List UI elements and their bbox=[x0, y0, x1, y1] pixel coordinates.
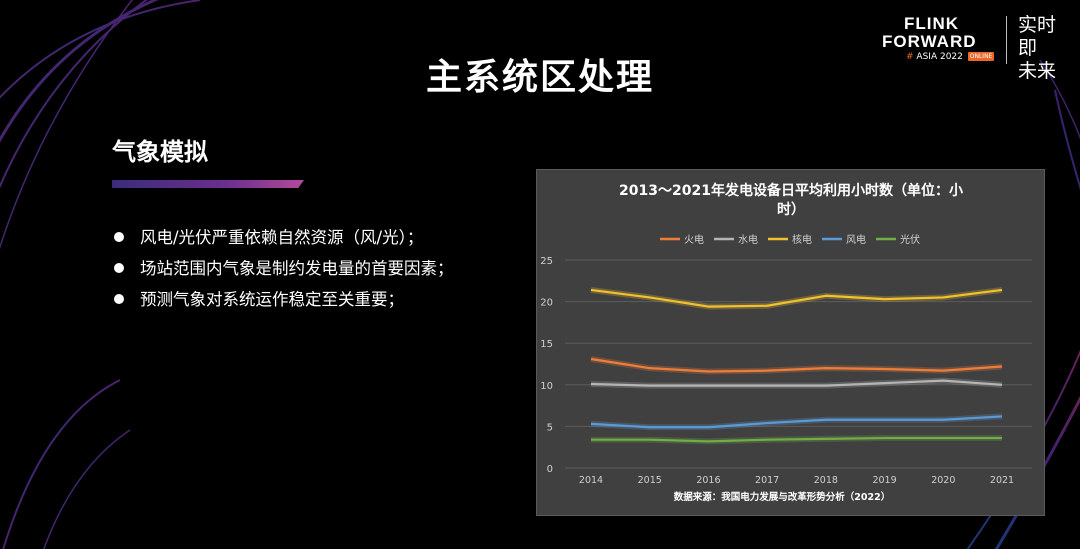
logo-slogan: 实时即 未来 bbox=[1018, 14, 1058, 83]
bullet-item: 场站范围内气象是制约发电量的首要因素； bbox=[112, 253, 454, 284]
x-tick-label: 2020 bbox=[931, 475, 955, 486]
legend-label: 风电 bbox=[846, 233, 866, 246]
chart-series bbox=[590, 286, 1003, 445]
y-tick-label: 10 bbox=[540, 381, 553, 392]
chart-legend: 火电 水电 核电 风电 光伏 bbox=[660, 233, 920, 246]
legend-label: 水电 bbox=[738, 233, 758, 246]
y-tick-label: 20 bbox=[540, 298, 553, 309]
x-tick-label: 2015 bbox=[638, 475, 662, 486]
logo-hash: # bbox=[906, 52, 914, 62]
x-tick-label: 2021 bbox=[990, 475, 1014, 486]
logo-slogan-line1: 实时即 bbox=[1018, 14, 1057, 59]
legend-item: 核电 bbox=[768, 233, 812, 246]
flink-forward-logo: FLINK FORWARD # ASIA 2022 ONLINE 实时即 未来 bbox=[880, 8, 1070, 82]
legend-label: 火电 bbox=[684, 233, 704, 246]
section-title: 气象模拟 bbox=[112, 138, 208, 166]
y-tick-label: 25 bbox=[540, 256, 553, 267]
chart-panel: 2013～2021年发电设备日平均利用小时数（单位：小 时） 火电 水电 核电 风电 光… bbox=[536, 169, 1045, 516]
series-line bbox=[590, 288, 1003, 308]
bullet-item: 风电/光伏严重依赖自然资源（风/光）； bbox=[112, 222, 454, 253]
x-tick-label: 2016 bbox=[696, 475, 720, 486]
series-line bbox=[590, 415, 1003, 429]
logo-event: # ASIA 2022 ONLINE bbox=[906, 52, 995, 62]
y-tick-label: 0 bbox=[547, 464, 553, 475]
chart-title-line1: 2013～2021年发电设备日平均利用小时数（单位：小 bbox=[619, 182, 963, 199]
bullet-list: 风电/光伏严重依赖自然资源（风/光）； 场站范围内气象是制约发电量的首要因素； … bbox=[112, 222, 454, 315]
series-line bbox=[590, 379, 1003, 387]
section-underline bbox=[112, 180, 304, 188]
legend-item: 风电 bbox=[822, 233, 866, 246]
logo-slogan-line2: 未来 bbox=[1018, 60, 1057, 82]
y-tick-label: 15 bbox=[540, 339, 553, 350]
slide-title: 主系统区处理 bbox=[425, 57, 654, 98]
logo-separator bbox=[1006, 16, 1007, 64]
x-tick-label: 2017 bbox=[755, 475, 779, 486]
legend-item: 火电 bbox=[660, 233, 704, 246]
logo-online-badge: ONLINE bbox=[967, 52, 995, 61]
chart-source-note: 数据来源：我国电力发展与改革形势分析（2022） bbox=[673, 491, 890, 503]
legend-item: 光伏 bbox=[876, 233, 920, 246]
chart-title-line2: 时） bbox=[777, 201, 805, 218]
line-chart: 2013～2021年发电设备日平均利用小时数（单位：小 时） 火电 水电 核电 风电 光… bbox=[540, 182, 1032, 503]
bullet-item: 预测气象对系统运作稳定至关重要； bbox=[112, 284, 454, 315]
logo-line-flink: FLINK bbox=[904, 14, 960, 33]
legend-label: 核电 bbox=[792, 233, 812, 246]
x-tick-label: 2014 bbox=[579, 475, 603, 486]
series-line bbox=[591, 436, 1002, 443]
series-line bbox=[590, 357, 1003, 373]
logo-event-name: ASIA 2022 bbox=[916, 52, 963, 62]
y-tick-label: 5 bbox=[547, 422, 553, 433]
x-tick-label: 2019 bbox=[872, 475, 896, 486]
logo-line-forward: FORWARD bbox=[882, 32, 977, 51]
legend-label: 光伏 bbox=[900, 233, 920, 246]
x-tick-label: 2018 bbox=[814, 475, 838, 486]
y-axis-ticks: 0 5 10 15 20 25 bbox=[540, 256, 553, 475]
legend-item: 水电 bbox=[714, 233, 758, 246]
x-axis-ticks: 2014 2015 2016 2017 2018 2019 2020 2021 bbox=[579, 475, 1014, 486]
